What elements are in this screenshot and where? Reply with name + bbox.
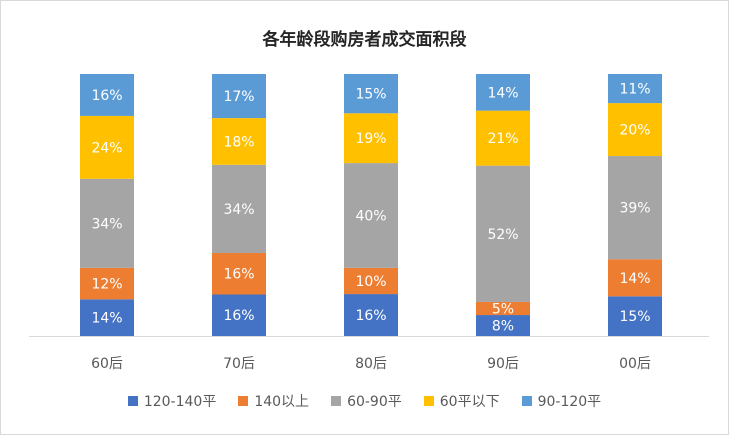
data-label: 20% <box>619 123 650 139</box>
chart-title: 各年龄段购房者成交面积段 <box>262 30 467 50</box>
bar-segment <box>608 74 662 104</box>
data-label: 16% <box>223 267 254 283</box>
bar-segment <box>344 113 398 164</box>
data-label: 24% <box>91 140 122 156</box>
legend: 120-140平 140以上 60-90平 60平以下 90-120平 <box>1 391 728 411</box>
legend-item: 90-120平 <box>521 391 602 411</box>
data-label: 12% <box>91 277 122 293</box>
bar-segment <box>80 115 134 179</box>
data-label: 34% <box>223 202 254 218</box>
bar-segment <box>476 110 530 166</box>
bar-segment <box>212 252 266 295</box>
bar-segment <box>344 163 398 268</box>
data-label: 15% <box>619 309 650 325</box>
data-label: 39% <box>619 201 650 217</box>
legend-swatch <box>423 396 434 406</box>
data-label: 52% <box>487 227 518 243</box>
legend-label: 140以上 <box>254 394 310 410</box>
data-label: 17% <box>223 89 254 105</box>
legend-item: 60平以下 <box>423 391 500 411</box>
category-tick-label: 70后 <box>223 356 255 372</box>
bar-segment <box>608 156 662 260</box>
data-label: 5% <box>492 301 514 317</box>
bar-segment <box>212 294 266 336</box>
legend-swatch <box>521 396 532 406</box>
data-label: 34% <box>91 216 122 232</box>
legend-swatch <box>331 396 342 406</box>
legend-item: 140以上 <box>238 391 309 411</box>
bar-segment <box>344 267 398 295</box>
category-tick-label: 60后 <box>91 356 123 372</box>
bar-segment <box>80 178 134 268</box>
legend-label: 120-140平 <box>143 394 217 410</box>
category-tick-label: 90后 <box>487 356 519 372</box>
data-label: 21% <box>487 131 518 147</box>
bar-segment <box>476 315 530 336</box>
data-label: 16% <box>91 88 122 104</box>
bar-segment <box>344 74 398 114</box>
bar-segment <box>476 165 530 302</box>
data-label: 14% <box>487 85 518 101</box>
bar-segment <box>608 259 662 297</box>
data-label: 16% <box>223 308 254 324</box>
data-label: 18% <box>223 134 254 150</box>
bar-segment <box>80 74 134 116</box>
data-label: 40% <box>355 208 386 224</box>
data-label: 10% <box>355 274 386 290</box>
legend-label: 60-90平 <box>347 394 402 410</box>
data-label: 8% <box>492 319 514 335</box>
bar-segment <box>212 164 266 253</box>
bar-segment <box>344 294 398 336</box>
data-label: 15% <box>355 87 386 103</box>
bar-segment <box>212 74 266 119</box>
bar-segment <box>476 74 530 111</box>
category-tick-label: 00后 <box>619 356 651 372</box>
bar-segment <box>476 301 530 316</box>
bar-segment <box>608 103 662 157</box>
legend-item: 60-90平 <box>331 391 402 411</box>
legend-swatch <box>238 396 249 406</box>
data-label: 14% <box>91 311 122 327</box>
data-label: 16% <box>355 308 386 324</box>
data-label: 19% <box>355 131 386 147</box>
bar-segment <box>80 299 134 336</box>
data-label: 11% <box>619 82 650 98</box>
bar-segment <box>608 296 662 336</box>
legend-item: 120-140平 <box>127 391 217 411</box>
legend-label: 90-120平 <box>537 394 602 410</box>
legend-swatch <box>127 396 138 406</box>
bar-segment <box>212 118 266 165</box>
data-label: 14% <box>619 271 650 287</box>
bar-segment <box>80 267 134 300</box>
category-tick-label: 80后 <box>355 356 387 372</box>
legend-label: 60平以下 <box>439 394 500 410</box>
